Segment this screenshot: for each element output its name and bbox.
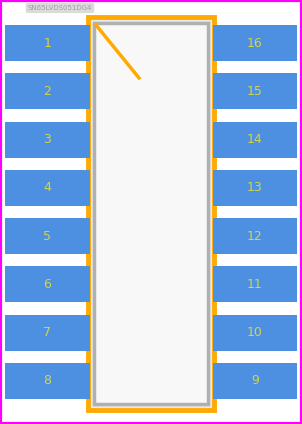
Bar <box>213 73 297 109</box>
Text: 10: 10 <box>247 326 263 339</box>
Text: 9: 9 <box>251 374 259 388</box>
Bar <box>213 170 297 206</box>
Text: 14: 14 <box>247 133 263 146</box>
Text: 7: 7 <box>43 326 52 339</box>
Text: 1: 1 <box>43 36 51 50</box>
Text: 6: 6 <box>43 278 51 291</box>
Bar <box>213 315 297 351</box>
Text: 15: 15 <box>247 85 263 98</box>
Bar <box>5 73 90 109</box>
Bar <box>94 23 208 404</box>
Bar <box>5 122 90 158</box>
Bar <box>5 266 90 302</box>
Bar <box>213 122 297 158</box>
Bar <box>5 363 90 399</box>
Bar <box>213 266 297 302</box>
Text: 2: 2 <box>43 85 51 98</box>
Bar <box>5 25 90 61</box>
Bar <box>213 363 297 399</box>
Text: 12: 12 <box>247 230 263 243</box>
Text: 13: 13 <box>247 181 263 194</box>
Text: 4: 4 <box>43 181 51 194</box>
Bar <box>213 218 297 254</box>
Bar <box>213 25 297 61</box>
Bar <box>5 218 90 254</box>
Text: SN65LVDS051DG4: SN65LVDS051DG4 <box>28 5 92 11</box>
Text: 8: 8 <box>43 374 52 388</box>
Bar <box>5 170 90 206</box>
Text: 3: 3 <box>43 133 51 146</box>
Text: 5: 5 <box>43 230 52 243</box>
Text: 11: 11 <box>247 278 263 291</box>
Bar <box>88 17 214 410</box>
Text: 16: 16 <box>247 36 263 50</box>
Bar <box>5 315 90 351</box>
